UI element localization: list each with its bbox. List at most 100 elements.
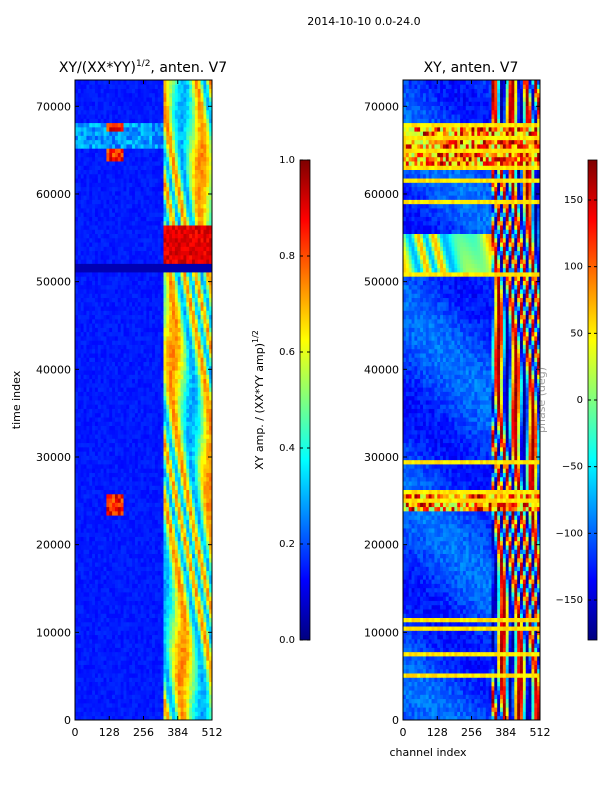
heatmap-cell [166, 374, 170, 380]
heatmap-cell [129, 592, 133, 597]
heatmap-cell [172, 280, 176, 286]
heatmap-cell [89, 468, 93, 473]
heatmap-cell [174, 400, 179, 405]
heatmap-cell [143, 459, 147, 465]
heatmap-cell [200, 698, 204, 704]
heatmap-cell [157, 617, 162, 623]
heatmap-cell [206, 634, 210, 640]
heatmap-cell [123, 528, 127, 533]
heatmap-cell [77, 365, 82, 371]
heatmap-cell [83, 365, 87, 371]
heatmap-cell [129, 626, 133, 631]
heatmap-cell [146, 630, 150, 636]
heatmap-cell [89, 647, 93, 653]
heatmap-cell [149, 540, 153, 546]
heatmap-cell [129, 694, 133, 700]
heatmap-cell [117, 464, 122, 469]
heatmap-cell [192, 284, 196, 290]
heatmap-cell [92, 660, 96, 665]
heatmap-cell [114, 583, 119, 589]
heatmap-cell [172, 468, 176, 473]
heatmap-cell [114, 391, 119, 397]
heatmap-cell [194, 395, 199, 401]
heatmap-cell [137, 660, 142, 665]
heatmap-cell [197, 621, 201, 627]
heatmap-cell [189, 318, 193, 324]
heatmap-cell [177, 357, 181, 362]
heatmap-cell [197, 344, 201, 350]
heatmap-cell [203, 455, 207, 461]
heatmap-cell [120, 579, 124, 584]
heatmap-cell [194, 382, 199, 388]
heatmap-cell [172, 604, 176, 610]
heatmap-cell [77, 327, 82, 333]
heatmap-cell [197, 408, 201, 414]
heatmap-cell [117, 510, 122, 516]
heatmap-cell [75, 698, 79, 704]
heatmap-cell [140, 574, 144, 580]
heatmap-cell [137, 276, 142, 281]
heatmap-cell [177, 523, 181, 529]
heatmap-cell [89, 374, 93, 380]
heatmap-cell [120, 545, 124, 550]
heatmap-cell [172, 562, 176, 567]
heatmap-cell [120, 638, 124, 644]
heatmap-cell [192, 643, 196, 648]
heatmap-cell [129, 510, 133, 516]
heatmap-cell [192, 626, 196, 631]
heatmap-cell [203, 506, 207, 512]
heatmap-cell [186, 656, 190, 661]
heatmap-cell [94, 306, 99, 311]
heatmap-cell [106, 451, 110, 456]
heatmap-cell [172, 647, 176, 653]
heatmap-cell [186, 327, 190, 333]
heatmap-cell [146, 613, 150, 618]
heatmap-cell [117, 502, 122, 508]
heatmap-cell [183, 698, 187, 704]
heatmap-cell [143, 711, 147, 717]
heatmap-cell [154, 408, 159, 414]
heatmap-cell [194, 378, 199, 384]
heatmap-cell [183, 557, 187, 563]
heatmap-cell [140, 408, 144, 414]
heatmap-cell [140, 387, 144, 392]
heatmap-cell [120, 715, 124, 720]
heatmap-cell [149, 510, 153, 516]
heatmap-cell [149, 528, 153, 533]
heatmap-cell [180, 446, 184, 452]
heatmap-cell [174, 668, 179, 674]
heatmap-cell [177, 468, 181, 473]
heatmap-cell [189, 604, 193, 610]
heatmap-cell [86, 489, 90, 495]
heatmap-cell [123, 280, 127, 286]
heatmap-cell [160, 387, 164, 392]
heatmap-cell [197, 668, 201, 674]
heatmap-cell [160, 613, 164, 618]
heatmap-cell [123, 301, 127, 307]
heatmap-cell [86, 438, 90, 444]
heatmap-cell [117, 476, 122, 482]
heatmap-cell [209, 694, 212, 700]
heatmap-cell [112, 626, 116, 631]
heatmap-cell [174, 417, 179, 422]
heatmap-cell [97, 557, 102, 563]
heatmap-cell [143, 481, 147, 486]
heatmap-cell [103, 353, 107, 358]
heatmap-cell [192, 592, 196, 597]
heatmap-cell [94, 344, 99, 350]
heatmap-cell [140, 331, 144, 337]
heatmap-cell [77, 464, 82, 469]
heatmap-cell [134, 493, 139, 499]
heatmap-cell [146, 442, 150, 448]
heatmap-cell [166, 417, 170, 422]
heatmap-cell [177, 284, 181, 290]
heatmap-cell [92, 455, 96, 461]
heatmap-cell [172, 715, 176, 720]
heatmap-cell [157, 698, 162, 704]
heatmap-cell [206, 690, 210, 695]
heatmap-cell [80, 382, 84, 388]
heatmap-cell [197, 374, 201, 380]
heatmap-cell [180, 464, 184, 469]
heatmap-cell [163, 711, 167, 717]
heatmap-cell [97, 592, 102, 597]
